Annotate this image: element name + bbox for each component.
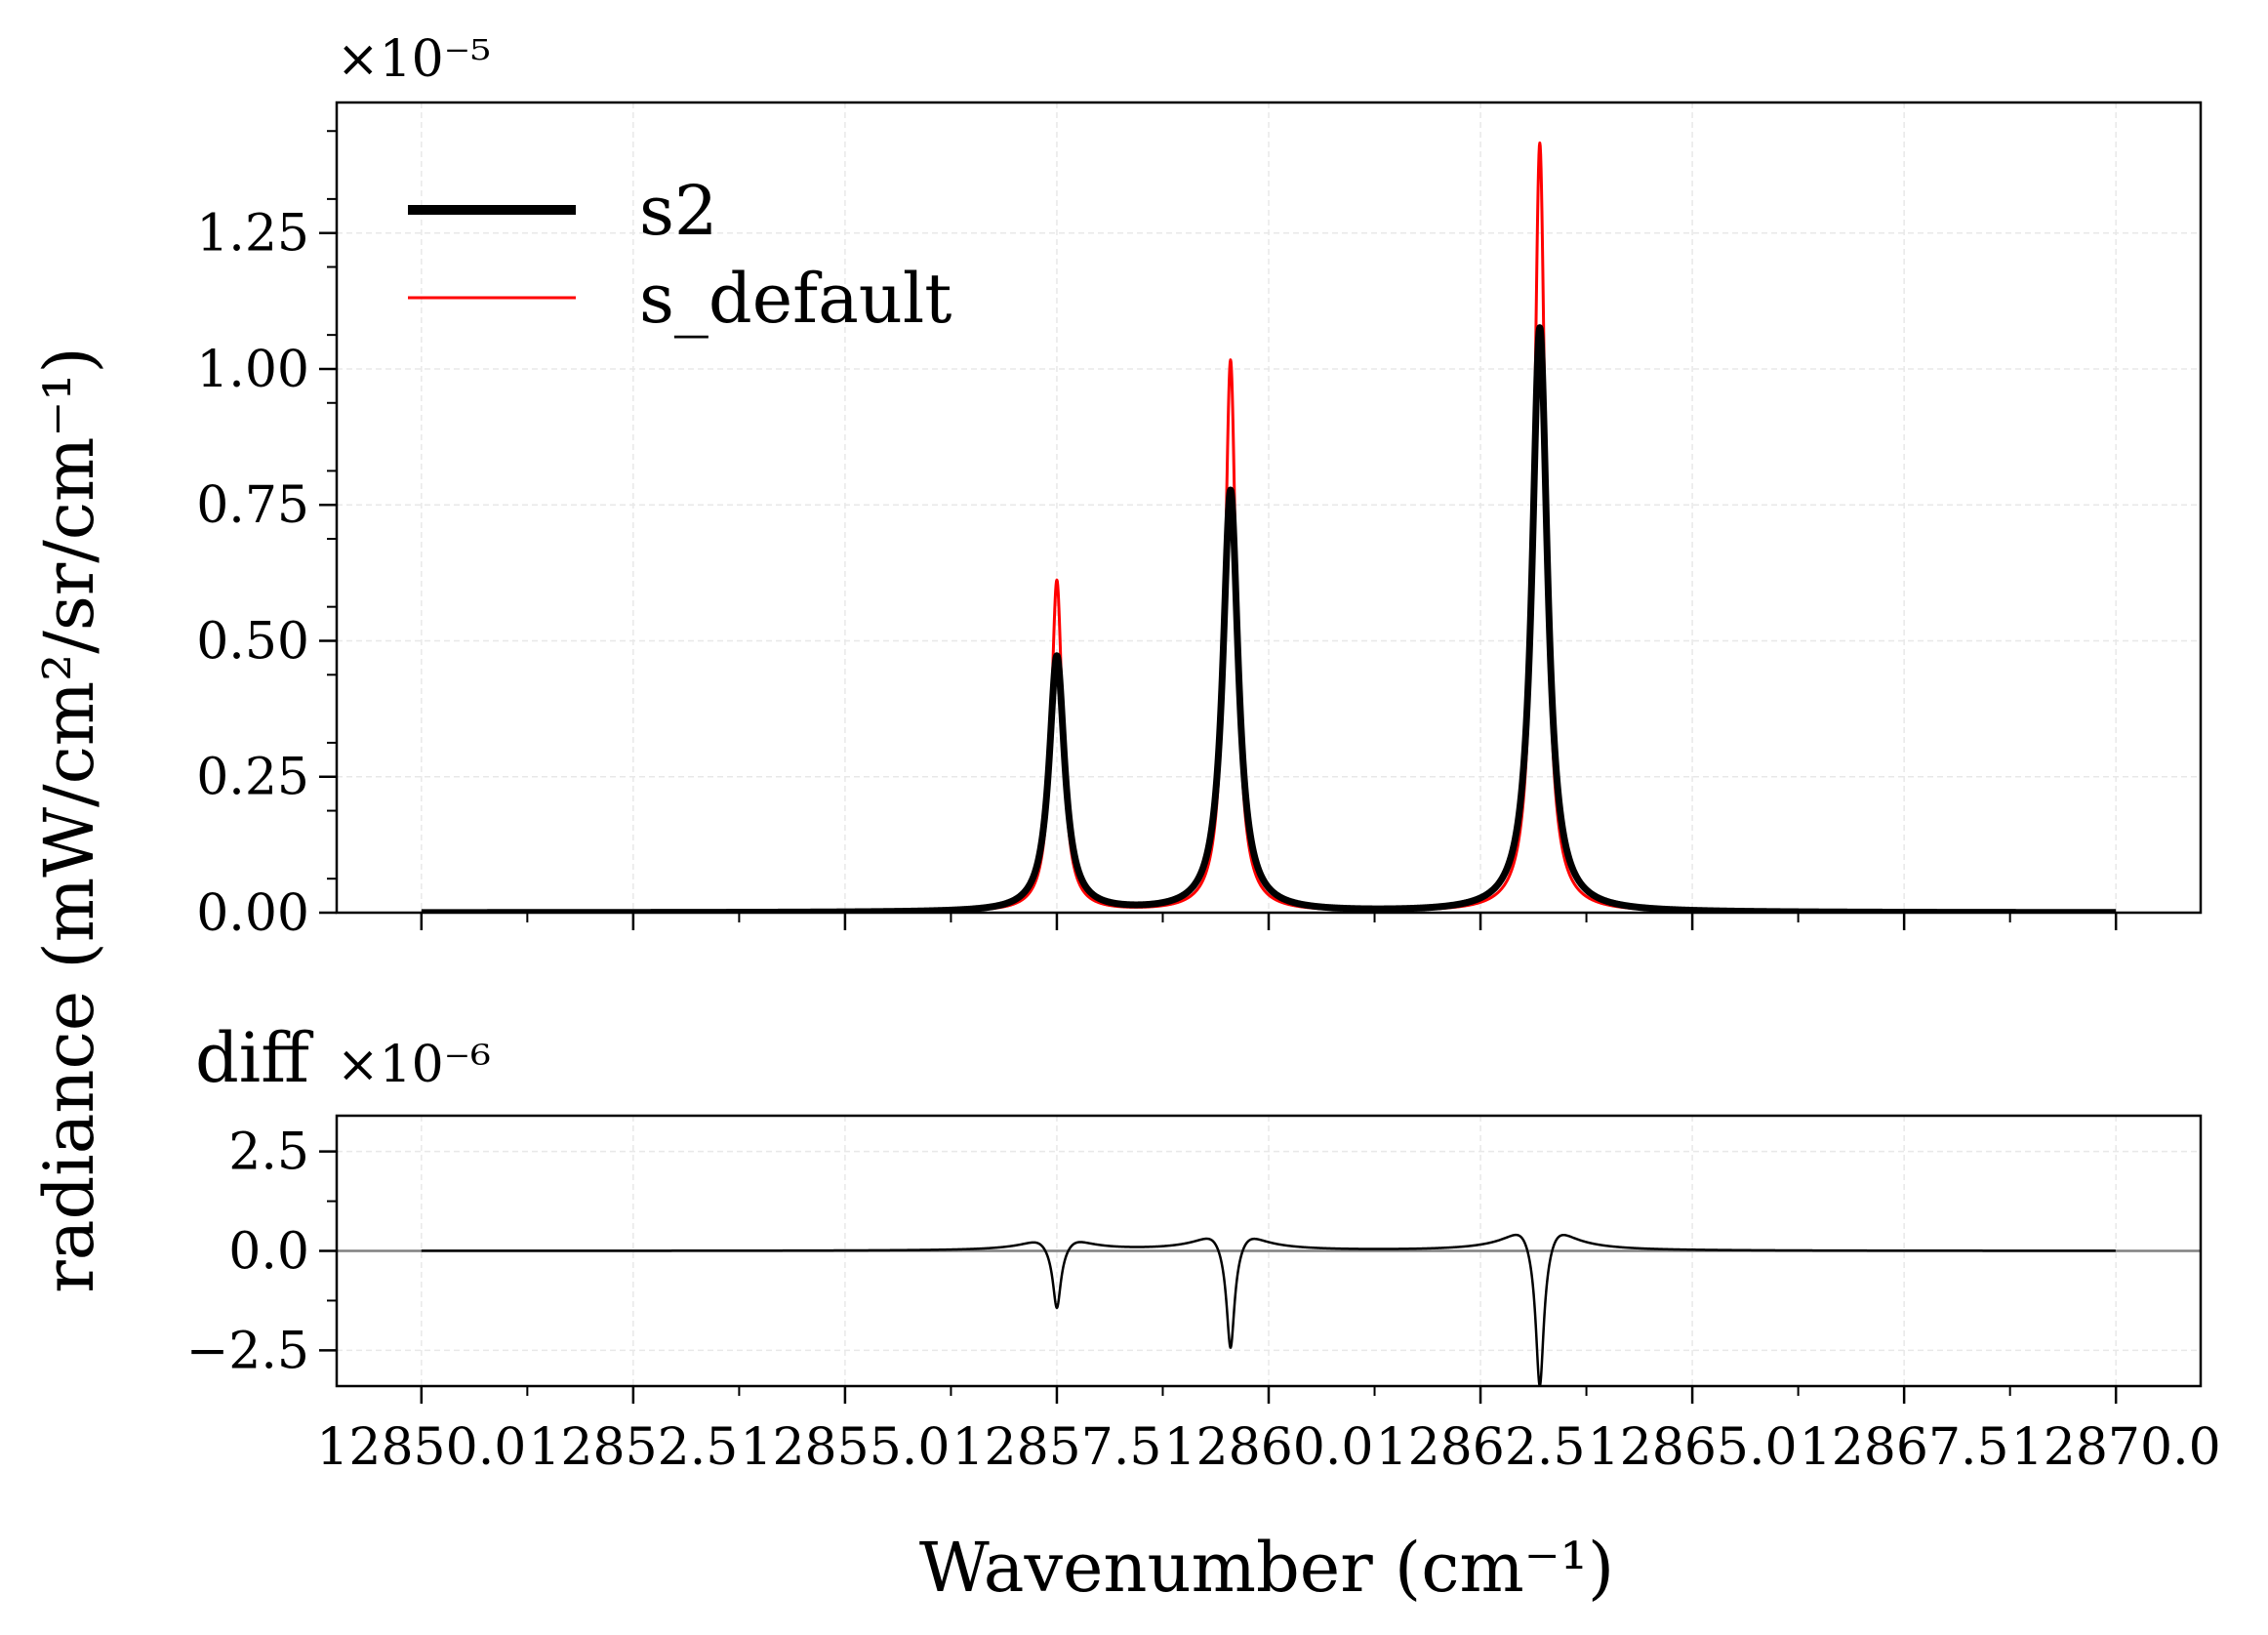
x-axis-label: Wavenumber (cm⁻¹) <box>919 1528 1614 1608</box>
top-y-tick-label: 0.25 <box>196 749 309 807</box>
bottom-series-group <box>337 1233 2201 1386</box>
x-tick-label: 12870.0 <box>2011 1418 2221 1477</box>
bottom-offset-text: ×10⁻⁶ <box>337 1036 491 1094</box>
top-grid <box>337 102 2201 914</box>
x-tick-label: 12857.5 <box>952 1418 1161 1477</box>
top-x-ticks <box>420 913 2118 930</box>
top-y-tick-label: 1.25 <box>196 205 309 264</box>
x-tick-label: 12867.5 <box>1800 1418 2009 1477</box>
bottom-y-tick-label: −2.5 <box>186 1322 309 1380</box>
top-panel: 0.00 0.25 0.50 0.75 1.00 1.25 ×10⁻⁵ s2 s_defa… <box>196 30 2203 943</box>
legend: s2 s_default <box>408 171 952 339</box>
bottom-y-tick-label: 2.5 <box>228 1124 309 1182</box>
bottom-panel: −2.50.02.5 12850.0 12852.5 12855.0 12857.5 1… <box>186 1018 2221 1477</box>
bottom-y-tick-label: 0.0 <box>228 1223 309 1282</box>
legend-label-s-default: s_default <box>639 259 952 339</box>
top-y-tick-label: 1.00 <box>196 341 309 399</box>
top-y-tick-label: 0.75 <box>196 476 309 535</box>
bottom-x-ticks: 12850.0 12852.5 12855.0 12857.5 12860.0 12862… <box>316 1386 2221 1477</box>
x-tick-label: 12855.0 <box>740 1418 950 1477</box>
legend-label-s2: s2 <box>639 171 717 251</box>
x-tick-label: 12860.0 <box>1163 1418 1373 1477</box>
top-y-ticks: 0.00 0.25 0.50 0.75 1.00 1.25 <box>196 130 337 943</box>
top-offset-text: ×10⁻⁵ <box>337 30 491 89</box>
x-tick-label: 12850.0 <box>316 1418 526 1477</box>
bottom-panel-title: diff <box>195 1018 313 1098</box>
x-tick-label: 12852.5 <box>528 1418 738 1477</box>
top-y-tick-label: 0.00 <box>196 884 309 943</box>
top-y-tick-label: 0.50 <box>196 612 309 671</box>
bottom-y-ticks: −2.5 0.0 2.5 <box>186 1124 337 1380</box>
x-tick-label: 12862.5 <box>1376 1418 1586 1477</box>
x-tick-label: 12865.0 <box>1588 1418 1798 1477</box>
y-axis-label: radiance (mW/cm²/sr/cm⁻¹) <box>29 347 109 1292</box>
diff-line <box>421 1233 2116 1386</box>
